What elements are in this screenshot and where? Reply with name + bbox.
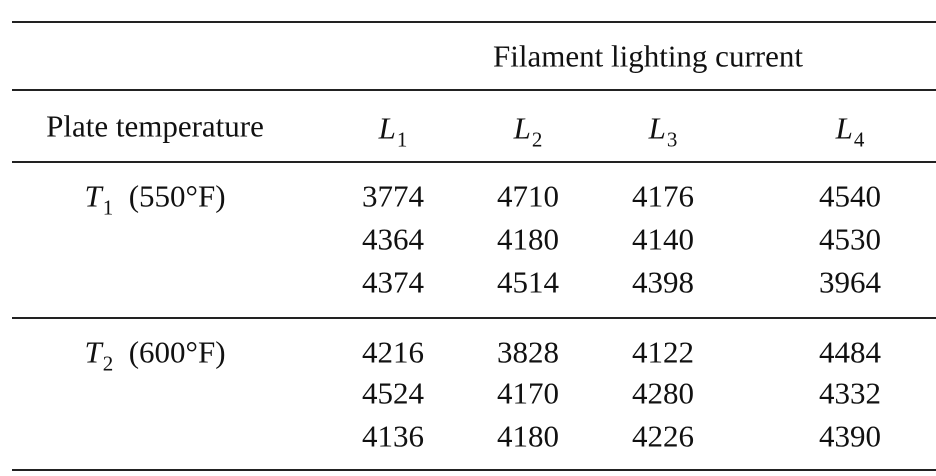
table-cell: 4524 bbox=[362, 375, 424, 411]
table-cell: 4140 bbox=[632, 221, 694, 257]
table-cell: 4514 bbox=[497, 264, 559, 300]
top-rule bbox=[12, 21, 936, 23]
corner-header: Plate temperature bbox=[46, 108, 264, 144]
column-symbol: L bbox=[835, 110, 853, 146]
table-cell: 4176 bbox=[632, 178, 694, 214]
column-symbol: L bbox=[648, 110, 666, 146]
column-header: L2 bbox=[513, 110, 543, 151]
label-note: (550°F) bbox=[128, 178, 226, 214]
table-cell: 4332 bbox=[819, 375, 881, 411]
column-symbol: L bbox=[513, 110, 531, 146]
table-cell: 4180 bbox=[497, 221, 559, 257]
bottom-rule bbox=[12, 469, 936, 471]
table-cell: 4226 bbox=[632, 418, 694, 454]
table-cell: 4484 bbox=[819, 334, 881, 370]
table-cell: 4530 bbox=[819, 221, 881, 257]
label-note: (600°F) bbox=[128, 334, 226, 370]
table-cell: 4710 bbox=[497, 178, 559, 214]
table-cell: 4540 bbox=[819, 178, 881, 214]
column-subscript: 3 bbox=[666, 127, 678, 152]
table-cell: 4390 bbox=[819, 418, 881, 454]
spanner-header: Filament lighting current bbox=[493, 38, 803, 74]
column-header: L3 bbox=[648, 110, 678, 151]
header-rule bbox=[12, 161, 936, 163]
label-subscript: 2 bbox=[102, 351, 114, 376]
column-subscript: 2 bbox=[531, 127, 543, 152]
table-cell: 4180 bbox=[497, 418, 559, 454]
column-subscript: 1 bbox=[396, 127, 408, 152]
label-subscript: 1 bbox=[102, 195, 114, 220]
label-symbol: T bbox=[84, 178, 102, 214]
table-cell: 3964 bbox=[819, 264, 881, 300]
column-header: L4 bbox=[835, 110, 865, 151]
row-group-label: T2 (600°F) bbox=[84, 334, 226, 375]
table-cell: 4170 bbox=[497, 375, 559, 411]
table-cell: 3774 bbox=[362, 178, 424, 214]
column-header: L1 bbox=[378, 110, 408, 151]
table-cell: 3828 bbox=[497, 334, 559, 370]
spanner-rule bbox=[12, 89, 936, 91]
table-cell: 4136 bbox=[362, 418, 424, 454]
table-cell: 4280 bbox=[632, 375, 694, 411]
row-group-label: T1 (550°F) bbox=[84, 178, 226, 219]
table-cell: 4374 bbox=[362, 264, 424, 300]
table-cell: 4216 bbox=[362, 334, 424, 370]
table-cell: 4398 bbox=[632, 264, 694, 300]
table-cell: 4364 bbox=[362, 221, 424, 257]
label-symbol: T bbox=[84, 334, 102, 370]
column-subscript: 4 bbox=[853, 127, 865, 152]
table-cell: 4122 bbox=[632, 334, 694, 370]
group-rule bbox=[12, 317, 936, 319]
column-symbol: L bbox=[378, 110, 396, 146]
